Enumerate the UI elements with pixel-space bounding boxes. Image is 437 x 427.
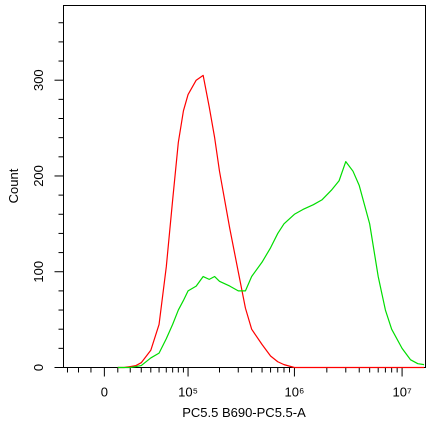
y-axis-label: Count	[6, 168, 21, 203]
x-axis-label: PC5.5 B690-PC5.5-A	[182, 405, 306, 420]
histogram-line	[117, 74, 425, 369]
x-tick-label: 10⁷	[392, 385, 411, 400]
plot-frame	[63, 5, 426, 368]
x-tick-label: 10⁶	[285, 385, 305, 400]
y-tick-label: 100	[31, 261, 46, 283]
y-tick-label: 0	[31, 364, 46, 371]
histogram-line	[117, 161, 425, 369]
x-tick-label: 10⁵	[178, 385, 198, 400]
y-tick-label: 200	[31, 165, 46, 187]
x-tick-label: 0	[101, 385, 108, 400]
y-tick-label: 300	[31, 69, 46, 91]
